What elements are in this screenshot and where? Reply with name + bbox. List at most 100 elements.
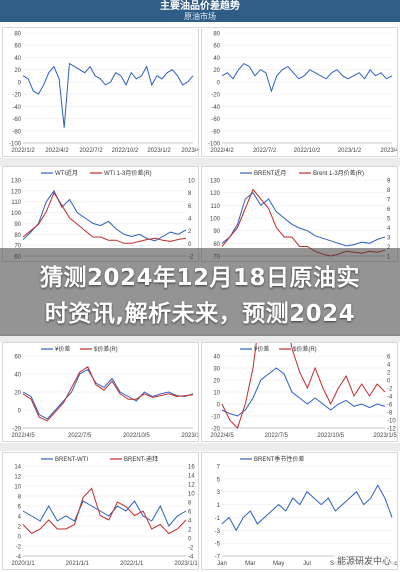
series-line <box>22 500 187 527</box>
y-tick-label: 120 <box>210 191 221 197</box>
legend-label: ¥价差 <box>55 345 70 353</box>
y-tick-label: 100 <box>210 217 221 223</box>
y-tick-label: -100 <box>208 142 221 148</box>
y-tick-label: -20 <box>211 93 220 99</box>
y-tick-label: -2 <box>16 545 22 551</box>
y-tick-label: 80 <box>213 242 220 248</box>
header-subtitle: 原油市场 <box>184 12 216 21</box>
legend-label: BRENT近月 <box>254 169 286 177</box>
y2-tick-label: -4 <box>188 555 194 561</box>
series-line <box>221 367 386 417</box>
legend-label: WTI近月 <box>55 169 78 177</box>
x-tick-label: 2022/4/2 <box>45 148 69 154</box>
x-tick-label: 2022/10/2 <box>294 148 321 154</box>
x-tick-label: 2023/1/2 <box>147 148 171 154</box>
y2-tick-label: 4 <box>188 519 192 525</box>
x-tick-label: 2022/10/5 <box>123 433 150 439</box>
separator <box>0 443 400 451</box>
x-tick-label: 2022/1/1 <box>120 561 144 567</box>
y2-tick-label: -10 <box>387 419 396 425</box>
y-tick-label: 10 <box>213 391 220 397</box>
legend-label: BRENT-WTI <box>55 457 88 463</box>
y-tick-label: 110 <box>210 204 220 210</box>
y2-tick-label: 8 <box>188 501 192 507</box>
y2-tick-label: 6 <box>188 510 192 516</box>
y-tick-label: 90 <box>213 229 220 235</box>
y-tick-label: 90 <box>14 222 21 228</box>
legend-label: $价差(R) <box>293 345 317 353</box>
y2-tick-label: 10 <box>188 492 195 498</box>
y-tick-label: -4 <box>16 555 22 561</box>
y-tick-label: -40 <box>211 105 220 111</box>
y2-tick-label: 6 <box>387 355 391 361</box>
x-tick-label: 2023/1/5 <box>373 433 397 439</box>
y2-tick-label: 3 <box>387 236 391 242</box>
y-tick-label: 30 <box>213 367 220 373</box>
y-tick-label: 0 <box>217 403 221 409</box>
y-tick-label: 1 <box>217 503 221 509</box>
y-tick-label: 40 <box>14 56 21 62</box>
chart-panel-6: 14 12 10 8 6 4 2 0 -2 -4 16 14 12 10 8 6 4 2 0 -2 -4 2020/1/1… <box>2 452 199 570</box>
x-tick-label: 2022/10/5 <box>317 433 344 439</box>
y2-tick-label: 2 <box>188 229 192 235</box>
y-tick-label: 5 <box>217 477 221 483</box>
series-line <box>22 368 194 420</box>
x-tick-label: Jan <box>217 561 227 567</box>
separator <box>0 158 400 166</box>
y-tick-label: 10 <box>14 485 21 491</box>
y-tick-label: 2 <box>18 525 22 531</box>
y-tick-label: 3 <box>217 490 221 496</box>
y2-tick-label: 0 <box>188 537 192 543</box>
y-tick-label: 80 <box>14 32 21 38</box>
y2-tick-label: 8 <box>188 191 192 197</box>
headline-banner: 猜测2024年12月18日原油实 时资讯,解析未来，预测2024 <box>0 248 400 336</box>
y-tick-label: -20 <box>211 427 220 433</box>
chart-panel-0: 80 60 40 20 0 -20 -40 -60 -80 -100 2022/1/2 2022/4/… <box>2 27 199 157</box>
y-tick-label: 40 <box>213 56 220 62</box>
y-tick-label: -5 <box>215 542 221 548</box>
separator <box>0 334 400 342</box>
y-tick-label: -40 <box>12 105 21 111</box>
y2-tick-label: 8 <box>387 188 391 194</box>
y-tick-label: 0 <box>217 80 221 86</box>
x-tick-label: 2022/4/2 <box>210 148 234 154</box>
y-tick-label: -80 <box>12 129 21 135</box>
y-tick-label: -80 <box>211 129 220 135</box>
y-tick-label: 130 <box>210 179 221 185</box>
x-tick-label: 2021/1/1 <box>66 561 90 567</box>
y-tick-label: -3 <box>215 529 221 535</box>
y-tick-label: 40 <box>213 355 220 361</box>
x-tick-label: 2022/10/2 <box>112 148 139 154</box>
y-tick-label: 80 <box>213 32 220 38</box>
legend-label: WTI 1-3月价差(R) <box>104 169 152 177</box>
chart-svg: 14121086420-2-41614121086420-2-42020/1/1… <box>11 455 198 567</box>
series-line <box>221 343 386 429</box>
y-tick-label: -60 <box>12 117 21 123</box>
header-title: 主要油品价差趋势 <box>160 1 240 12</box>
series-line <box>221 191 386 247</box>
y2-tick-label: -2 <box>188 546 194 552</box>
y-tick-label: 100 <box>11 211 22 217</box>
y2-tick-label: -12 <box>387 427 396 433</box>
y2-tick-label: -2 <box>387 387 393 393</box>
y-tick-label: 6 <box>18 505 22 511</box>
y-tick-label: 12 <box>14 475 21 481</box>
x-tick-label: 2022/7/2 <box>79 148 103 154</box>
y2-tick-label: 0 <box>387 379 391 385</box>
x-tick-label: May <box>273 561 284 567</box>
chart-svg: 130120110100908070987654321BRENT近月Brent … <box>210 169 391 261</box>
y2-tick-label: 12 <box>188 483 195 489</box>
series-line <box>22 191 187 244</box>
y2-tick-label: 6 <box>188 204 192 210</box>
chart-svg: 403020100-10-206420-2-4-6-8-10-122022/4/… <box>210 343 397 439</box>
series-line <box>221 62 393 93</box>
watermark: 能源研发中心 <box>333 553 394 568</box>
y2-tick-label: -6 <box>387 403 393 409</box>
y2-tick-label: 5 <box>387 217 391 223</box>
x-tick-label: 2022/7/5 <box>68 433 92 439</box>
series-line <box>22 189 187 242</box>
x-tick-label: Mar <box>245 561 255 567</box>
y-tick-label: 4 <box>18 515 22 521</box>
y2-tick-label: 7 <box>387 198 391 204</box>
